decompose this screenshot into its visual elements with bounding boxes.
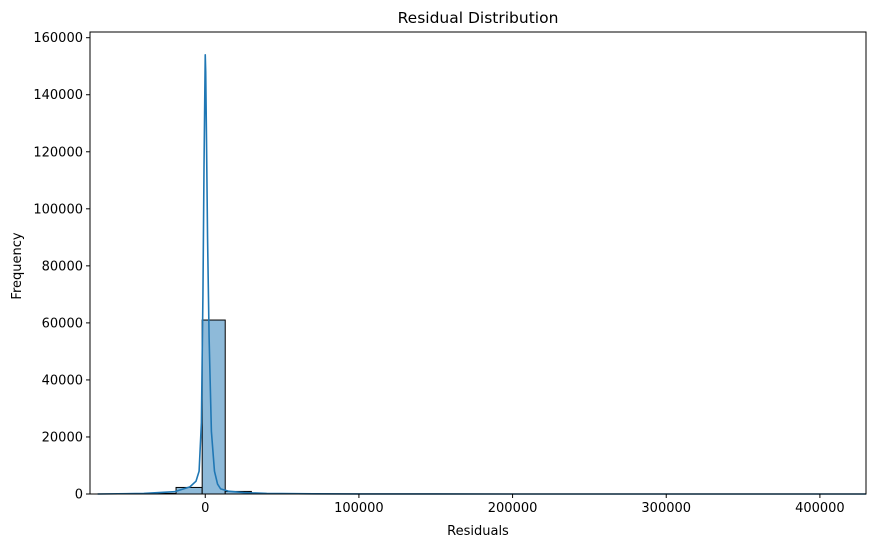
y-tick-label: 100000 [33,202,83,217]
y-tick-label: 0 [75,488,83,503]
y-tick-label: 60000 [42,316,83,331]
x-axis-title: Residuals [447,524,509,539]
x-tick-label: 400000 [795,501,845,516]
x-tick-label: 100000 [334,501,384,516]
y-axis-title: Frequency [10,232,25,299]
y-tick-label: 140000 [33,88,83,103]
x-tick-label: 200000 [488,501,538,516]
y-tick-label: 160000 [33,31,83,46]
y-tick-label: 80000 [42,259,83,274]
x-tick-label: 300000 [641,501,691,516]
chart-title: Residual Distribution [398,9,559,27]
y-tick-label: 20000 [42,430,83,445]
plot-frame [89,31,867,495]
x-tick-label: 0 [201,501,209,516]
y-tick-label: 120000 [33,145,83,160]
plot-area: 0 100000 200000 300000 400000 0 20000 40000 6000… [33,31,867,516]
y-tick-label: 40000 [42,373,83,388]
